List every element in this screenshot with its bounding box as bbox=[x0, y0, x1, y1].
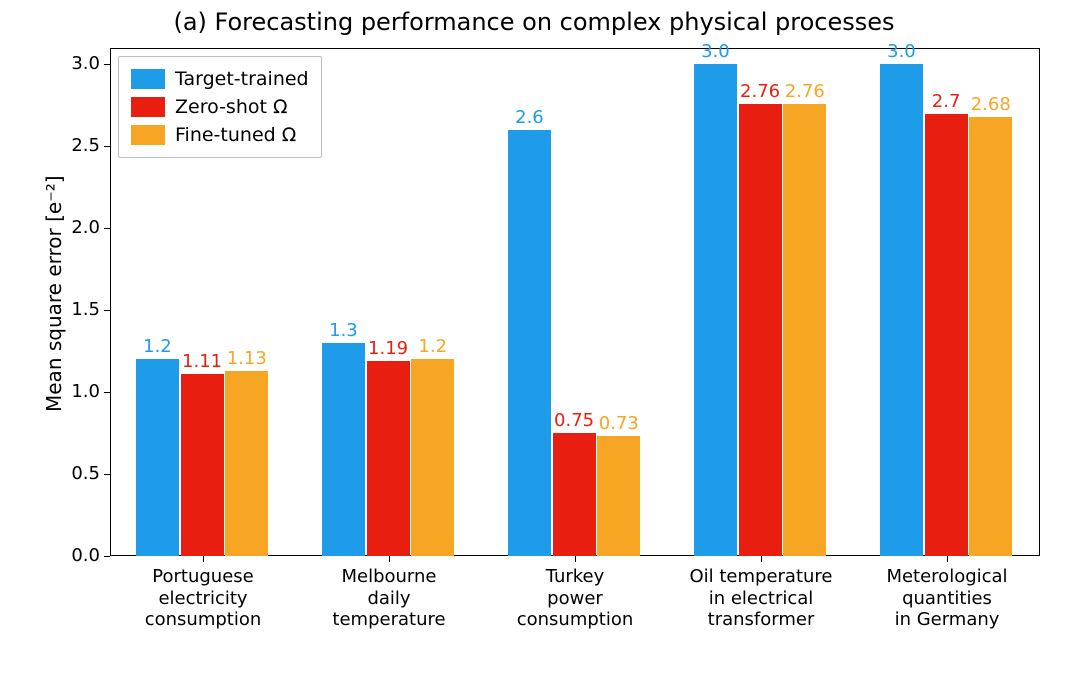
legend-swatch bbox=[131, 125, 165, 145]
legend-item: Target-trained bbox=[131, 65, 309, 93]
y-tick bbox=[104, 556, 110, 557]
x-tick bbox=[575, 556, 576, 562]
bar bbox=[136, 359, 179, 556]
bar bbox=[411, 359, 454, 556]
legend-label: Target-trained bbox=[175, 68, 309, 90]
x-tick bbox=[761, 556, 762, 562]
bar-value-label: 2.76 bbox=[780, 81, 830, 102]
bar bbox=[597, 436, 640, 556]
bar-value-label: 2.68 bbox=[966, 94, 1016, 115]
bar-value-label: 1.3 bbox=[318, 320, 368, 341]
x-tick-label: Meterological quantities in Germany bbox=[854, 566, 1040, 631]
bar bbox=[783, 104, 826, 556]
bar-value-label: 2.76 bbox=[735, 81, 785, 102]
legend-swatch bbox=[131, 69, 165, 89]
x-tick bbox=[203, 556, 204, 562]
y-tick bbox=[104, 146, 110, 147]
y-tick bbox=[104, 474, 110, 475]
bar bbox=[553, 433, 596, 556]
y-tick bbox=[104, 392, 110, 393]
bar-value-label: 3.0 bbox=[690, 41, 740, 62]
legend-label: Fine-tuned Ω bbox=[175, 124, 296, 146]
bar bbox=[694, 64, 737, 556]
legend-swatch bbox=[131, 97, 165, 117]
bar-value-label: 1.2 bbox=[408, 336, 458, 357]
y-tick-label: 0.0 bbox=[55, 545, 100, 566]
bar bbox=[322, 343, 365, 556]
legend-item: Zero-shot Ω bbox=[131, 93, 309, 121]
legend-label: Zero-shot Ω bbox=[175, 96, 288, 118]
chart-title: (a) Forecasting performance on complex p… bbox=[0, 8, 1068, 36]
bar bbox=[181, 374, 224, 556]
x-tick-label: Oil temperature in electrical transforme… bbox=[668, 566, 854, 631]
axis-spine bbox=[1039, 48, 1040, 556]
y-tick bbox=[104, 310, 110, 311]
bar-value-label: 2.7 bbox=[921, 91, 971, 112]
bar-value-label: 0.73 bbox=[594, 413, 644, 434]
x-tick bbox=[389, 556, 390, 562]
axis-spine bbox=[110, 48, 111, 556]
y-tick-label: 2.5 bbox=[55, 135, 100, 156]
legend-item: Fine-tuned Ω bbox=[131, 121, 309, 149]
bar-value-label: 0.75 bbox=[549, 410, 599, 431]
bar bbox=[367, 361, 410, 556]
x-tick bbox=[947, 556, 948, 562]
bar-value-label: 3.0 bbox=[876, 41, 926, 62]
bar bbox=[225, 371, 268, 556]
bar bbox=[880, 64, 923, 556]
bar-value-label: 1.19 bbox=[363, 338, 413, 359]
bar-value-label: 1.11 bbox=[177, 351, 227, 372]
bar-value-label: 1.2 bbox=[132, 336, 182, 357]
y-tick bbox=[104, 228, 110, 229]
x-tick-label: Turkey power consumption bbox=[482, 566, 668, 631]
y-tick bbox=[104, 64, 110, 65]
y-tick-label: 3.0 bbox=[55, 53, 100, 74]
bar-value-label: 2.6 bbox=[504, 107, 554, 128]
bar-value-label: 1.13 bbox=[222, 348, 272, 369]
x-tick-label: Melbourne daily temperature bbox=[296, 566, 482, 631]
bar bbox=[969, 117, 1012, 556]
y-axis-label: Mean square error [e⁻²] bbox=[42, 175, 66, 412]
bar bbox=[508, 130, 551, 556]
bar bbox=[739, 104, 782, 556]
forecasting-chart: (a) Forecasting performance on complex p… bbox=[0, 0, 1068, 679]
y-tick-label: 0.5 bbox=[55, 463, 100, 484]
legend: Target-trained Zero-shot Ω Fine-tuned Ω bbox=[118, 56, 322, 158]
bar bbox=[925, 114, 968, 556]
x-tick-label: Portuguese electricity consumption bbox=[110, 566, 296, 631]
